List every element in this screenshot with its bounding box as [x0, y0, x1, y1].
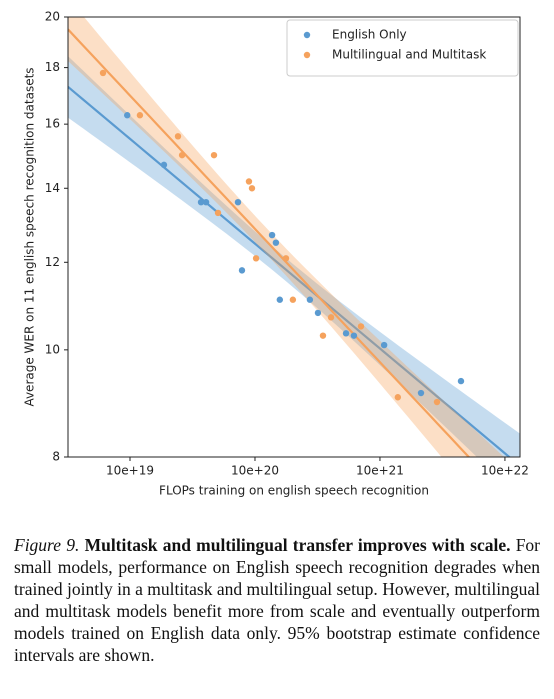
scatter-point — [272, 239, 280, 246]
x-tick-label: 10e+19 — [106, 464, 154, 478]
x-axis-label: FLOPs training on english speech recogni… — [159, 484, 429, 498]
fit-line — [68, 28, 471, 457]
legend-marker — [303, 31, 311, 39]
x-tick-label: 10e+22 — [481, 464, 529, 478]
y-tick-label: 16 — [45, 117, 60, 131]
y-tick-label: 8 — [52, 450, 60, 464]
scatter-point — [124, 112, 131, 119]
y-tick-label: 10 — [45, 342, 60, 356]
scatter-point — [433, 398, 441, 406]
scatter-point — [238, 267, 246, 274]
x-tick-label: 10e+21 — [356, 464, 404, 478]
scatter-point — [306, 296, 314, 303]
scatter-point — [314, 309, 322, 317]
scatter-point — [394, 394, 402, 401]
scatter-point — [457, 377, 465, 385]
y-axis-label: Average WER on 11 english speech recogni… — [23, 67, 37, 406]
plot-frame — [67, 16, 521, 458]
scatter-point — [202, 198, 210, 206]
scatter-point — [276, 296, 284, 303]
fit-line — [68, 85, 511, 457]
scatter-point — [178, 151, 186, 159]
caption-text: For small models, performance on English… — [14, 535, 541, 665]
scatter-point — [327, 314, 335, 321]
legend-label: English Only — [332, 28, 407, 42]
scatter-point — [357, 323, 365, 330]
legend-marker — [303, 51, 311, 59]
fit-layer — [68, 17, 520, 457]
scatter-point — [417, 389, 425, 397]
scatter-point — [210, 151, 218, 159]
legend-label: Multilingual and Multitask — [332, 48, 486, 62]
scatter-point — [245, 178, 253, 185]
chart: FLOPs training on english speech recogni… — [23, 10, 529, 498]
scatter-point — [160, 161, 168, 169]
confidence-band — [68, 56, 520, 457]
y-tick-label: 20 — [45, 10, 60, 24]
y-tick-label: 12 — [45, 255, 60, 269]
scatter-point — [282, 255, 290, 262]
scatter-point — [214, 209, 222, 217]
scatter-point — [248, 185, 256, 192]
scatter-point — [342, 330, 350, 337]
scatter-point — [380, 341, 388, 349]
scatter-point — [136, 112, 144, 119]
confidence-band — [68, 17, 505, 457]
caption-heading: Multitask and multilingual transfer impr… — [84, 535, 511, 555]
scatter-point — [197, 198, 205, 206]
scatter-point — [268, 231, 276, 239]
scatter-point — [174, 133, 182, 140]
caption-label: Figure 9. — [14, 535, 80, 555]
scatter-point — [234, 198, 242, 206]
y-tick-label: 18 — [45, 60, 60, 74]
y-tick-label: 14 — [45, 181, 60, 195]
scatter-point — [289, 296, 297, 303]
scatter-point — [99, 69, 107, 77]
x-tick-label: 10e+20 — [231, 464, 279, 478]
caption: Figure 9. Multitask and multilingual tra… — [14, 534, 540, 666]
scatter-point — [319, 332, 327, 339]
scatter-point — [350, 332, 358, 339]
legend-box — [286, 19, 519, 77]
scatter-point — [252, 255, 260, 262]
